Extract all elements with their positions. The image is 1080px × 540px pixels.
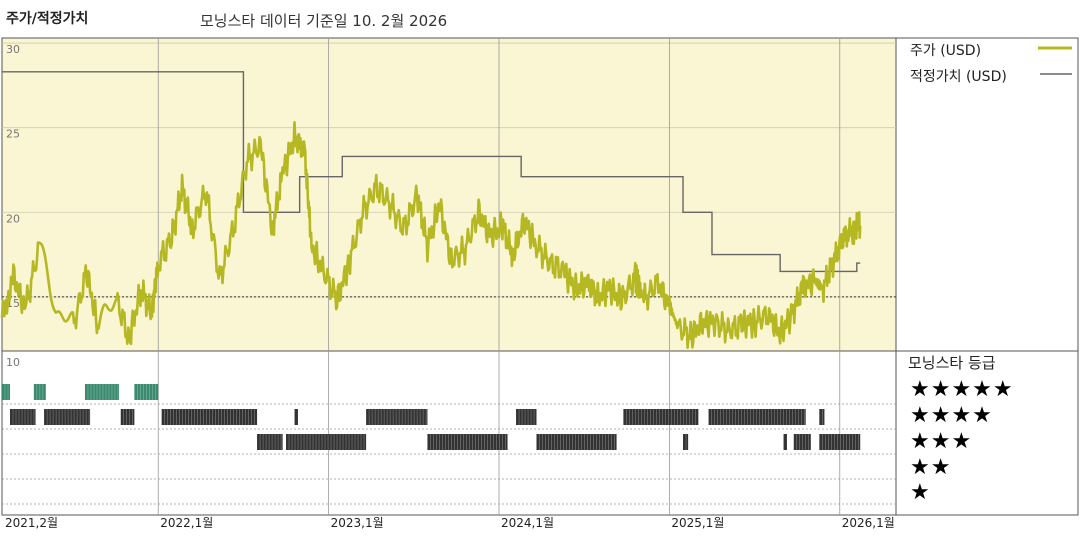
rating-4-bar-0 (10, 409, 36, 425)
rating-4-bar-fill-6 (516, 409, 537, 425)
rating-2-stars: ★★ (910, 455, 952, 480)
rating-3-bar-fill-7 (819, 434, 861, 450)
y-tick-label-20: 20 (6, 212, 20, 225)
rating-4-bar-7 (623, 409, 699, 425)
rating-4-bar-fill-1 (44, 409, 91, 425)
rating-4-bar-fill-0 (10, 409, 36, 425)
rating-4-bar-3 (161, 409, 258, 425)
outer-border (1, 37, 1079, 516)
rating-4-bar-5 (366, 409, 428, 425)
rating-1-star: ★ (910, 480, 931, 505)
rating-3-bar-fill-4 (683, 434, 689, 450)
rating-axis-label: 10 (6, 356, 20, 369)
rating-3-bar-1 (286, 434, 367, 450)
rating-3-bar-3 (536, 434, 617, 450)
rating-4-bar-1 (44, 409, 91, 425)
x-tick-label-3: 2024,1월 (501, 516, 554, 530)
rating-3-bar-6 (793, 434, 811, 450)
legend-swatches (1038, 46, 1072, 75)
rating-5-bar-fill-1 (33, 384, 46, 400)
rating-4-bar-2 (120, 409, 135, 425)
price-panel-bg (2, 38, 896, 351)
y-tick-label-25: 25 (6, 128, 20, 141)
rating-4-bar-fill-4 (294, 409, 298, 425)
rating-4-bar-9 (819, 409, 825, 425)
axis-ticks: 2021,2월 2022,1월 2023,1월 2024,1월 2025,1월 2026,… (5, 516, 895, 530)
rating-4-stars: ★★★★ (910, 403, 993, 428)
rating-4-bar-fill-9 (819, 409, 825, 425)
chart-frame (1, 37, 1079, 516)
rating-5-bar-fill-2 (84, 384, 120, 400)
rating-5-bar-0 (2, 384, 11, 400)
rating-4-bar-fill-7 (623, 409, 699, 425)
rating-3-bar-0 (257, 434, 283, 450)
chart-title: 주가/적정가치 (6, 11, 89, 27)
x-tick-label-5: 2026,1월 (842, 516, 895, 530)
x-tick-label-4: 2025,1월 (671, 516, 724, 530)
rating-3-bar-fill-6 (793, 434, 811, 450)
fair-value-series (2, 71, 861, 273)
rating-5-bar-3 (134, 384, 159, 400)
x-tick-label-0: 2021,2월 (5, 516, 58, 530)
rating-5-bar-1 (33, 384, 46, 400)
rating-4-bar-fill-8 (708, 409, 806, 425)
rating-4-bar-fill-5 (366, 409, 428, 425)
rating-3-bar-fill-1 (286, 434, 367, 450)
rating-4-bar-6 (516, 409, 537, 425)
data-date-note: 모닝스타 데이터 기준일 10. 2월 2026 (200, 12, 448, 30)
legend-fair-value-label: 적정가치 (USD) (910, 69, 1007, 85)
rating-4-bar-fill-3 (161, 409, 258, 425)
rating-bars (2, 384, 861, 450)
rating-4-bar-fill-2 (120, 409, 135, 425)
rating-3-bar-5 (783, 434, 787, 450)
rating-3-bar-2 (427, 434, 508, 450)
legend-price-label: 주가 (USD) (910, 43, 982, 59)
rating-3-stars: ★★★ (910, 429, 973, 454)
fair-value-line (2, 71, 861, 273)
y-tick-label-30: 30 (6, 43, 20, 56)
rating-3-bar-fill-0 (257, 434, 283, 450)
rating-3-bar-fill-2 (427, 434, 508, 450)
price-line (0, 121, 862, 350)
rating-title: 모닝스타 등급 (908, 354, 996, 372)
rating-5-bar-2 (84, 384, 120, 400)
x-tick-label-1: 2022,1월 (160, 516, 213, 530)
price-series (0, 121, 862, 350)
x-tick-label-2: 2023,1월 (331, 516, 384, 530)
rating-3-bar-fill-3 (536, 434, 617, 450)
rating-5-bar-fill-0 (2, 384, 11, 400)
rating-3-bar-4 (683, 434, 689, 450)
rating-5-bar-fill-3 (134, 384, 159, 400)
rating-4-bar-8 (708, 409, 806, 425)
rating-3-bar-fill-5 (783, 434, 787, 450)
rating-4-bar-4 (294, 409, 298, 425)
rating-5-stars: ★★★★★ (910, 377, 1014, 402)
rating-3-bar-7 (819, 434, 861, 450)
